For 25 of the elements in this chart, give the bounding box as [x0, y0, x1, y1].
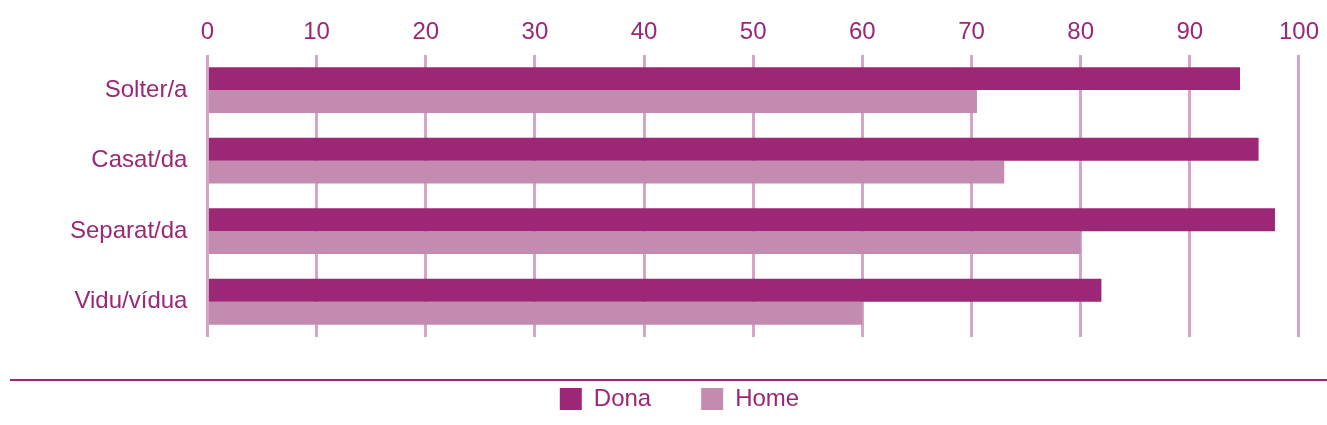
bar	[208, 278, 1102, 302]
x-tick-label: 60	[849, 17, 876, 45]
bar	[208, 208, 1275, 232]
x-tick-label: 40	[630, 17, 658, 45]
y-tick-label: Separat/da	[70, 215, 189, 243]
bar	[208, 67, 1241, 91]
x-tick-label: 50	[739, 17, 767, 45]
x-tick-label: 0	[200, 17, 215, 45]
bar	[208, 160, 1005, 184]
legend-label: Home	[735, 383, 800, 411]
x-tick-label: 80	[1067, 17, 1095, 45]
x-tick-label: 10	[303, 17, 330, 45]
x-tick-label: 70	[958, 17, 985, 45]
x-tick-label: 100	[1278, 17, 1319, 45]
y-tick-label: Vidu/vídua	[74, 286, 189, 314]
x-tick-label: 30	[521, 17, 549, 45]
bar	[208, 137, 1259, 161]
x-tick-label: 20	[412, 17, 440, 45]
x-tick-label: 90	[1176, 17, 1204, 45]
bar	[208, 90, 977, 113]
bar	[208, 301, 863, 325]
bar	[208, 231, 1081, 255]
y-tick-label: Casat/da	[91, 145, 189, 173]
legend-label: Dona	[593, 383, 652, 411]
y-tick-label: Solter/a	[104, 74, 189, 102]
